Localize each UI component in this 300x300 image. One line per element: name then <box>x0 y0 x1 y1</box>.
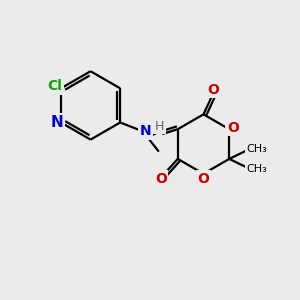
Text: N: N <box>140 124 151 138</box>
Text: N: N <box>51 115 64 130</box>
Text: O: O <box>227 121 239 135</box>
Text: CH₃: CH₃ <box>247 143 268 154</box>
Text: O: O <box>207 83 219 97</box>
Text: CH₃: CH₃ <box>247 164 268 174</box>
Text: Cl: Cl <box>47 79 62 93</box>
Text: O: O <box>198 172 209 186</box>
Text: O: O <box>155 172 167 186</box>
Text: H: H <box>155 120 164 133</box>
